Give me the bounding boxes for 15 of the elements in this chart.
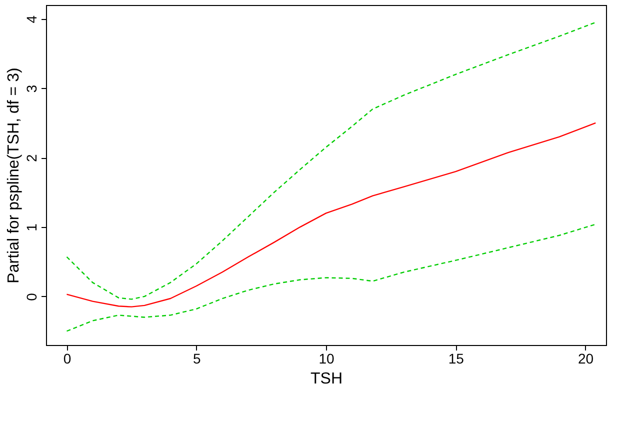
- x-tick-label: 5: [192, 350, 201, 366]
- x-tick-label: 20: [578, 350, 594, 366]
- y-axis-title: Partial for pspline(TSH, df = 3): [6, 68, 22, 284]
- y-tick-label: 0: [24, 292, 40, 301]
- x-tick-label: 10: [318, 350, 334, 366]
- y-tick-label: 4: [24, 15, 40, 24]
- y-tick-label: 3: [24, 84, 40, 93]
- y-tick-label: 2: [24, 154, 40, 162]
- x-tick-label: 0: [63, 350, 72, 366]
- x-tick-label: 15: [448, 350, 464, 366]
- line-series: [66, 22, 596, 300]
- x-axis-title: TSH: [310, 370, 342, 388]
- line-series: [66, 224, 596, 332]
- y-tick-label: 1: [24, 223, 40, 232]
- line-series: [66, 122, 596, 308]
